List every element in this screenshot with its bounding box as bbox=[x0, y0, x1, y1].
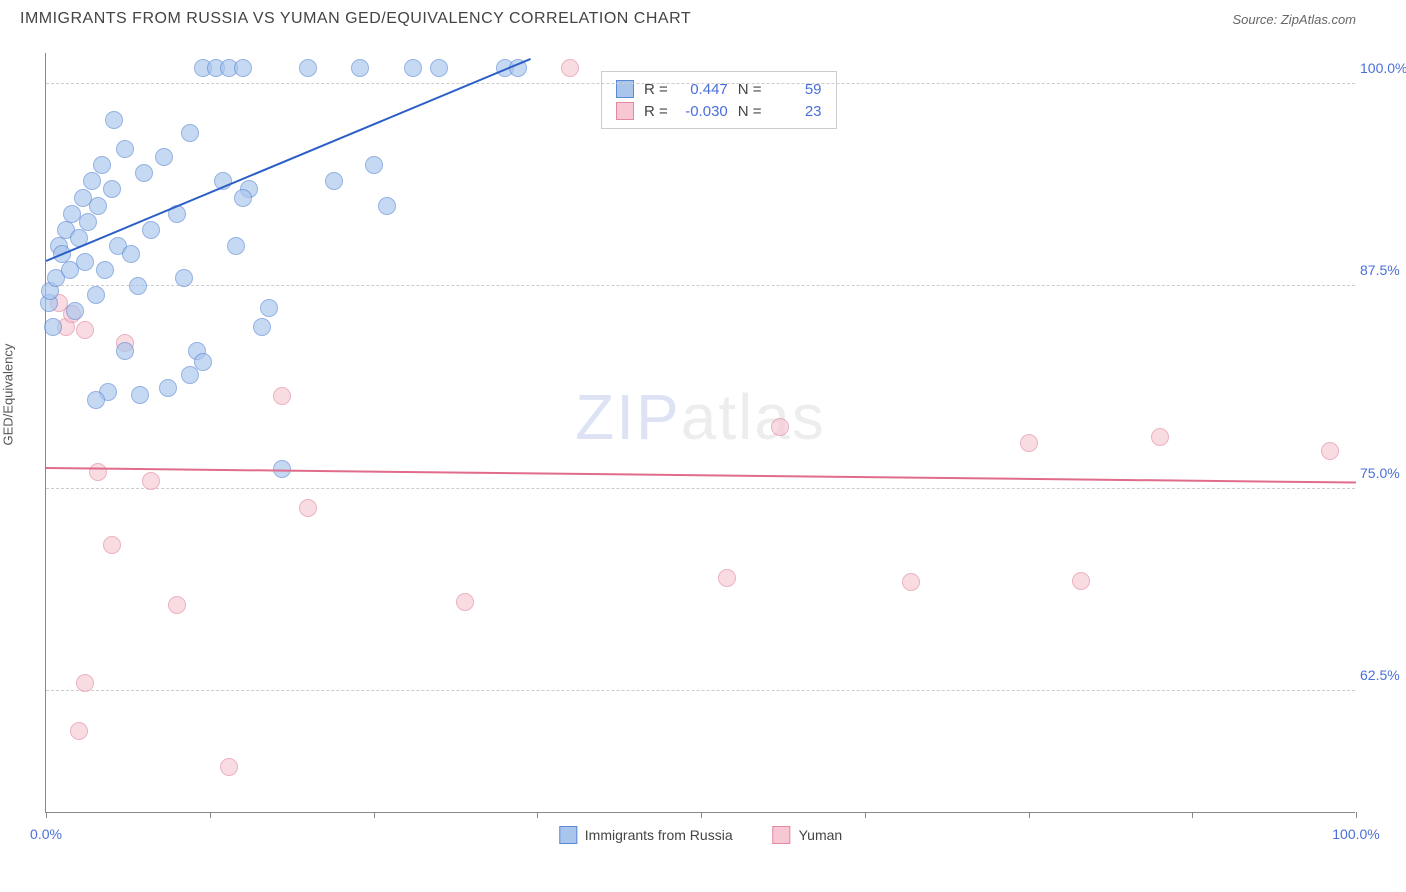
swatch-blue bbox=[559, 826, 577, 844]
xtick-label: 0.0% bbox=[30, 826, 62, 842]
legend-label-pink: Yuman bbox=[799, 827, 843, 843]
scatter-point-blue bbox=[96, 261, 114, 279]
grid-line bbox=[46, 488, 1355, 489]
scatter-point-pink bbox=[1072, 572, 1090, 590]
chart-title: IMMIGRANTS FROM RUSSIA VS YUMAN GED/EQUI… bbox=[20, 10, 691, 28]
ytick-label: 87.5% bbox=[1360, 262, 1406, 278]
scatter-point-blue bbox=[76, 253, 94, 271]
scatter-point-blue bbox=[87, 391, 105, 409]
scatter-point-blue bbox=[159, 379, 177, 397]
scatter-point-blue bbox=[135, 164, 153, 182]
watermark: ZIPatlas bbox=[575, 380, 826, 454]
scatter-point-blue bbox=[378, 197, 396, 215]
r-value-pink: -0.030 bbox=[678, 103, 728, 120]
scatter-point-blue bbox=[83, 172, 101, 190]
watermark-bold: ZIP bbox=[575, 381, 681, 453]
source-label: Source: ZipAtlas.com bbox=[1232, 12, 1356, 27]
scatter-point-blue bbox=[116, 140, 134, 158]
scatter-point-blue bbox=[253, 318, 271, 336]
scatter-point-pink bbox=[70, 722, 88, 740]
bottom-legend: Immigrants from Russia Yuman bbox=[559, 826, 842, 844]
scatter-point-pink bbox=[103, 536, 121, 554]
scatter-point-blue bbox=[365, 156, 383, 174]
ytick-label: 75.0% bbox=[1360, 465, 1406, 481]
scatter-point-blue bbox=[131, 386, 149, 404]
stats-legend-box: R = 0.447 N = 59 R = -0.030 N = 23 bbox=[601, 71, 837, 129]
scatter-point-pink bbox=[76, 321, 94, 339]
scatter-point-pink bbox=[771, 418, 789, 436]
r-label: R = bbox=[644, 103, 668, 120]
xtick-label: 100.0% bbox=[1332, 826, 1379, 842]
watermark-dim: atlas bbox=[681, 381, 826, 453]
y-axis-label: GED/Equivalency bbox=[1, 344, 16, 446]
legend-item-blue: Immigrants from Russia bbox=[559, 826, 733, 844]
scatter-point-blue bbox=[227, 237, 245, 255]
xtick-mark bbox=[46, 812, 47, 818]
xtick-mark bbox=[865, 812, 866, 818]
scatter-point-blue bbox=[351, 59, 369, 77]
scatter-point-blue bbox=[260, 299, 278, 317]
grid-line bbox=[46, 285, 1355, 286]
scatter-point-blue bbox=[325, 172, 343, 190]
scatter-point-blue bbox=[89, 197, 107, 215]
scatter-point-blue bbox=[181, 366, 199, 384]
scatter-point-blue bbox=[299, 59, 317, 77]
scatter-point-blue bbox=[129, 277, 147, 295]
scatter-point-pink bbox=[76, 674, 94, 692]
xtick-mark bbox=[701, 812, 702, 818]
grid-line bbox=[46, 690, 1355, 691]
scatter-point-blue bbox=[44, 318, 62, 336]
scatter-point-pink bbox=[561, 59, 579, 77]
scatter-point-blue bbox=[66, 302, 84, 320]
scatter-point-pink bbox=[168, 596, 186, 614]
scatter-point-blue bbox=[234, 59, 252, 77]
scatter-point-blue bbox=[93, 156, 111, 174]
xtick-mark bbox=[210, 812, 211, 818]
scatter-point-blue bbox=[430, 59, 448, 77]
scatter-point-blue bbox=[87, 286, 105, 304]
ytick-label: 62.5% bbox=[1360, 667, 1406, 683]
legend-item-pink: Yuman bbox=[773, 826, 843, 844]
scatter-point-pink bbox=[902, 573, 920, 591]
scatter-point-blue bbox=[116, 342, 134, 360]
n-label: N = bbox=[738, 103, 762, 120]
stats-row-blue: R = 0.447 N = 59 bbox=[616, 78, 822, 100]
scatter-point-pink bbox=[1020, 434, 1038, 452]
scatter-point-pink bbox=[718, 569, 736, 587]
xtick-mark bbox=[374, 812, 375, 818]
scatter-point-pink bbox=[1321, 442, 1339, 460]
scatter-point-pink bbox=[456, 593, 474, 611]
trend-line-blue bbox=[46, 58, 531, 262]
scatter-point-pink bbox=[89, 463, 107, 481]
scatter-point-blue bbox=[404, 59, 422, 77]
stats-row-pink: R = -0.030 N = 23 bbox=[616, 100, 822, 122]
scatter-point-blue bbox=[122, 245, 140, 263]
ytick-label: 100.0% bbox=[1360, 60, 1406, 76]
xtick-mark bbox=[1192, 812, 1193, 818]
scatter-point-pink bbox=[220, 758, 238, 776]
swatch-pink bbox=[616, 102, 634, 120]
xtick-mark bbox=[537, 812, 538, 818]
scatter-point-blue bbox=[105, 111, 123, 129]
scatter-point-blue bbox=[103, 180, 121, 198]
xtick-mark bbox=[1356, 812, 1357, 818]
n-value-pink: 23 bbox=[772, 103, 822, 120]
scatter-point-blue bbox=[181, 124, 199, 142]
xtick-mark bbox=[1029, 812, 1030, 818]
swatch-pink bbox=[773, 826, 791, 844]
plot-area: ZIPatlas R = 0.447 N = 59 R = -0.030 N =… bbox=[45, 53, 1355, 813]
scatter-point-pink bbox=[273, 387, 291, 405]
legend-label-blue: Immigrants from Russia bbox=[585, 827, 733, 843]
scatter-point-pink bbox=[299, 499, 317, 517]
scatter-point-blue bbox=[155, 148, 173, 166]
trend-line-pink bbox=[46, 467, 1356, 484]
scatter-point-blue bbox=[79, 213, 97, 231]
grid-line bbox=[46, 83, 1355, 84]
scatter-point-blue bbox=[175, 269, 193, 287]
scatter-point-pink bbox=[1151, 428, 1169, 446]
scatter-point-blue bbox=[142, 221, 160, 239]
scatter-point-blue bbox=[234, 189, 252, 207]
chart-container: GED/Equivalency ZIPatlas R = 0.447 N = 5… bbox=[0, 38, 1406, 858]
scatter-point-pink bbox=[142, 472, 160, 490]
